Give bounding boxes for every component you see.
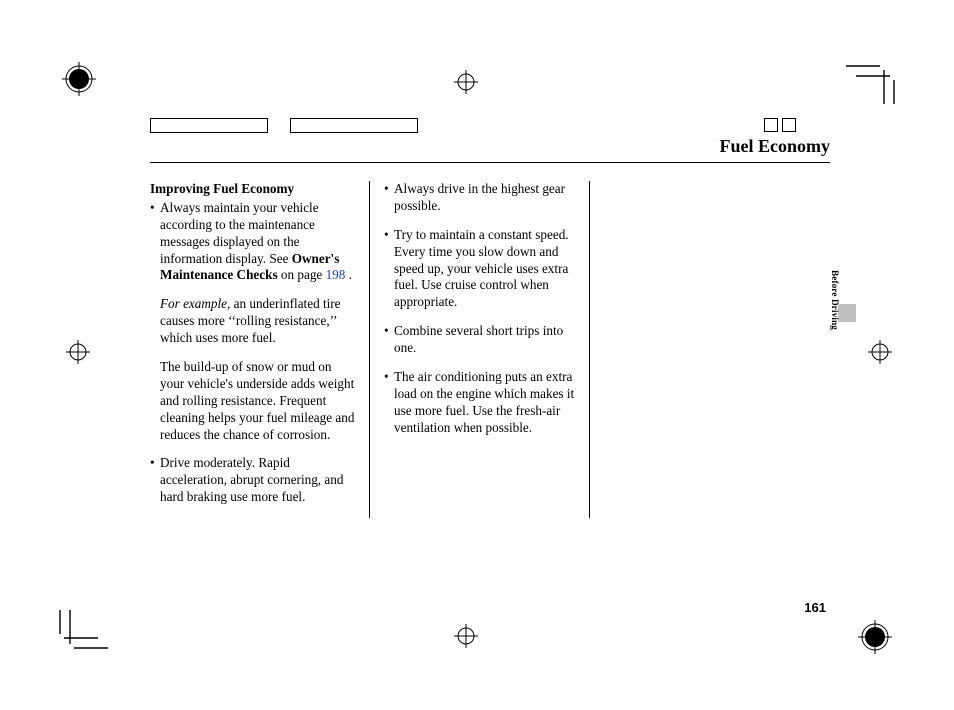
- body-text: .: [345, 267, 352, 282]
- column-1: Improving Fuel Economy Always maintain y…: [150, 181, 370, 518]
- slug-box-1: [150, 118, 268, 133]
- page-title: Fuel Economy: [720, 136, 831, 157]
- page-reference-link[interactable]: 198: [326, 267, 346, 282]
- list-item: Always drive in the highest gear possibl…: [384, 181, 575, 215]
- list-item: The air conditioning puts an extra load …: [384, 369, 575, 437]
- content-sheet: Fuel Economy Improving Fuel Economy Alwa…: [150, 118, 830, 518]
- page-root: Fuel Economy Improving Fuel Economy Alwa…: [0, 0, 954, 710]
- header-square-2: [782, 118, 796, 132]
- reg-cross-right: [868, 340, 892, 364]
- reg-corner-bl: [58, 610, 108, 660]
- column-3: [590, 181, 810, 518]
- page-number: 161: [804, 600, 826, 615]
- reg-target-tl: [62, 62, 96, 96]
- list-item: Try to maintain a constant speed. Every …: [384, 227, 575, 311]
- reg-target-br: [858, 620, 892, 654]
- list-item: Combine several short trips into one.: [384, 323, 575, 357]
- header-rule: [150, 162, 830, 163]
- indented-paragraph: For example, an underinflated tire cause…: [160, 296, 355, 347]
- column-2: Always drive in the highest gear possibl…: [370, 181, 590, 518]
- section-heading: Improving Fuel Economy: [150, 181, 355, 198]
- indented-paragraph: The build-up of snow or mud on your vehi…: [160, 359, 355, 443]
- list-item: Always maintain your vehicle according t…: [150, 200, 355, 284]
- header-square-pair: [764, 118, 796, 132]
- italic-lead: For example,: [160, 296, 230, 311]
- reg-corner-tr: [846, 54, 896, 104]
- list-item: Drive moderately. Rapid acceleration, ab…: [150, 455, 355, 506]
- reg-cross-left: [66, 340, 90, 364]
- section-thumb-tab: Before Driving: [830, 270, 840, 330]
- text-columns: Improving Fuel Economy Always maintain y…: [150, 181, 830, 518]
- body-text: on page: [278, 267, 326, 282]
- header-square-1: [764, 118, 778, 132]
- slug-box-2: [290, 118, 418, 133]
- header-slug-boxes: [150, 118, 418, 133]
- thumb-tab-bar: [838, 304, 856, 322]
- reg-cross-top: [454, 70, 478, 94]
- reg-cross-bottom: [454, 624, 478, 648]
